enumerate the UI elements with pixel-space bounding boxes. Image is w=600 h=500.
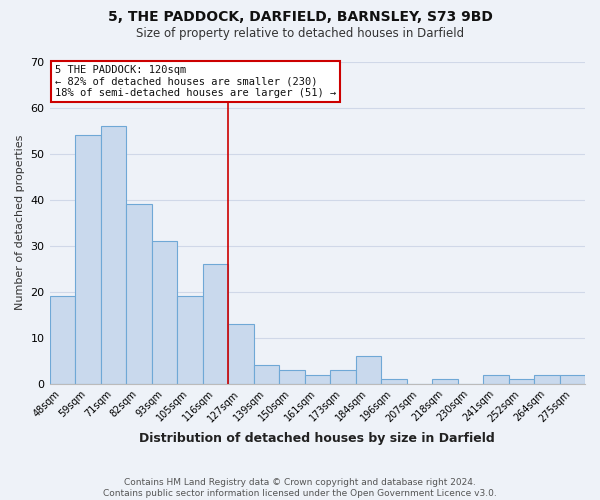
X-axis label: Distribution of detached houses by size in Darfield: Distribution of detached houses by size …: [139, 432, 495, 445]
Bar: [50, 296, 75, 384]
Bar: [254, 366, 279, 384]
Bar: [534, 374, 560, 384]
Bar: [203, 264, 228, 384]
Bar: [432, 379, 458, 384]
Bar: [126, 204, 152, 384]
Bar: [305, 374, 330, 384]
Y-axis label: Number of detached properties: Number of detached properties: [15, 135, 25, 310]
Bar: [483, 374, 509, 384]
Bar: [75, 135, 101, 384]
Bar: [356, 356, 381, 384]
Bar: [152, 241, 177, 384]
Bar: [177, 296, 203, 384]
Text: 5 THE PADDOCK: 120sqm
← 82% of detached houses are smaller (230)
18% of semi-det: 5 THE PADDOCK: 120sqm ← 82% of detached …: [55, 64, 336, 98]
Bar: [279, 370, 305, 384]
Text: 5, THE PADDOCK, DARFIELD, BARNSLEY, S73 9BD: 5, THE PADDOCK, DARFIELD, BARNSLEY, S73 …: [107, 10, 493, 24]
Bar: [560, 374, 585, 384]
Text: Contains HM Land Registry data © Crown copyright and database right 2024.
Contai: Contains HM Land Registry data © Crown c…: [103, 478, 497, 498]
Bar: [228, 324, 254, 384]
Bar: [101, 126, 126, 384]
Bar: [330, 370, 356, 384]
Text: Size of property relative to detached houses in Darfield: Size of property relative to detached ho…: [136, 28, 464, 40]
Bar: [509, 379, 534, 384]
Bar: [381, 379, 407, 384]
